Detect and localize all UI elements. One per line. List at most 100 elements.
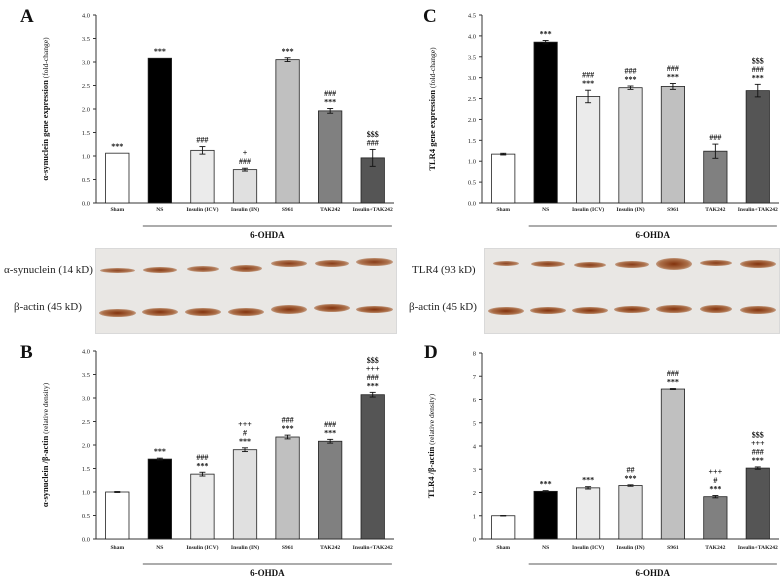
y-tick-label: 3.5 <box>468 54 476 61</box>
y-tick-label: 3.5 <box>82 36 90 43</box>
y-tick-label: 0.0 <box>82 537 90 544</box>
category-label: NS <box>542 207 549 213</box>
y-tick-label: 4.0 <box>82 349 90 356</box>
category-label: Insulin (IN) <box>231 206 259 213</box>
blot-band <box>187 266 220 272</box>
blot-band <box>227 308 265 316</box>
significance-label: $$$ <box>367 356 379 365</box>
chart-panel-d: D 0 1 2 3 4 5 6 7 8 TLR4 /β-actin (relative densit… <box>424 342 779 578</box>
category-label: Insulin (ICV) <box>186 544 218 551</box>
blot-band <box>572 307 608 314</box>
significance-label: ### <box>709 133 721 142</box>
bar-sham <box>105 152 130 204</box>
significance-label: *** <box>752 456 764 465</box>
blot-band <box>574 262 606 268</box>
significance-label: *** <box>111 142 123 151</box>
blot-row-loading-control <box>485 291 779 333</box>
bar-s961 <box>660 86 685 204</box>
blot-row-target <box>485 249 779 291</box>
significance-label: ### <box>282 416 294 425</box>
category-label: Insulin+TAK242 <box>738 207 778 213</box>
blot-band <box>614 306 650 313</box>
significance-label: *** <box>667 73 679 82</box>
y-tick-label: 4.0 <box>82 13 90 20</box>
y-tick-label: 2.0 <box>468 117 476 124</box>
blot-label-beta-actin-left: β-actin (45 kD) <box>14 301 82 313</box>
blot-band <box>656 258 692 270</box>
category-label: TAK242 <box>320 207 340 213</box>
western-blot-left <box>95 248 397 334</box>
y-tick-label: 3.5 <box>82 372 90 379</box>
bar-ns <box>147 458 172 540</box>
bar-tak242 <box>318 110 343 204</box>
blot-band <box>700 260 732 266</box>
y-tick-label: 1.0 <box>82 154 90 161</box>
y-tick-label: 1.5 <box>82 130 90 137</box>
blot-label-alpha-synuclein: α-synuclein (14 kD) <box>4 264 93 276</box>
bar-insulin-in- <box>618 485 643 540</box>
y-tick-label: 0 <box>473 537 476 544</box>
significance-label: +++ <box>751 439 765 448</box>
bar-insulin-tak242 <box>745 467 770 540</box>
significance-label: ### <box>667 64 679 73</box>
bar-sham <box>491 515 516 540</box>
bar-ns <box>147 57 172 204</box>
significance-label: ### <box>196 453 208 462</box>
category-label: Insulin+TAK242 <box>353 545 393 551</box>
significance-label: ### <box>625 67 637 76</box>
y-tick-label: 0.0 <box>468 201 476 208</box>
category-label: Insulin (ICV) <box>186 206 218 213</box>
category-label: NS <box>156 545 163 551</box>
panel-label: D <box>424 342 438 363</box>
significance-label: *** <box>154 447 166 456</box>
bar-ns <box>533 490 558 540</box>
significance-label: *** <box>625 474 637 483</box>
significance-label: $$$ <box>752 430 764 439</box>
blot-band <box>142 308 179 316</box>
significance-label: *** <box>239 437 251 446</box>
blot-band <box>615 261 649 268</box>
blot-label-tlr4: TLR4 (93 kD) <box>412 264 476 276</box>
significance-label: *** <box>282 424 294 433</box>
blot-band <box>530 307 566 314</box>
y-tick-label: 1.5 <box>468 138 476 145</box>
y-axis-title: TLR4 /β-actin (relative density) <box>426 393 436 498</box>
significance-label: # <box>713 476 717 485</box>
category-label: Sham <box>110 545 124 551</box>
bar-sham <box>491 153 516 204</box>
blot-row-target <box>96 249 396 291</box>
category-label: S961 <box>667 207 679 213</box>
bar-tak242 <box>703 496 728 540</box>
y-tick-label: 6 <box>473 397 477 404</box>
significance-label: *** <box>540 29 552 38</box>
category-label: S961 <box>282 545 294 551</box>
significance-label: + <box>243 149 248 158</box>
bar-s961 <box>275 436 300 540</box>
blot-band <box>740 260 776 268</box>
y-tick-label: 2.0 <box>82 443 90 450</box>
significance-label: ### <box>239 157 251 166</box>
y-tick-label: 5 <box>473 420 476 427</box>
y-tick-label: 4.5 <box>468 13 476 20</box>
blot-band <box>493 261 519 266</box>
blot-band <box>100 268 135 273</box>
y-tick-label: 2.5 <box>82 419 90 426</box>
y-tick-label: 3.0 <box>82 396 90 403</box>
chart-panel-b: B 0.0 0.5 1.0 1.5 2.0 2.5 3.0 3.5 4.0 α-synuclein … <box>20 342 394 578</box>
y-axis-title: TLR4 gene expression (fold-change) <box>427 47 437 171</box>
blot-band <box>143 267 178 273</box>
significance-label: ### <box>667 369 679 378</box>
y-tick-label: 2.5 <box>468 96 476 103</box>
blot-band <box>700 305 732 313</box>
blot-band <box>270 305 308 314</box>
significance-label: +++ <box>709 468 723 477</box>
significance-label: ### <box>367 138 379 147</box>
y-tick-label: 1.0 <box>468 159 476 166</box>
y-tick-label: 2.0 <box>82 107 90 114</box>
chart-panel-c: C 0.0 0.5 1.0 1.5 2.0 2.5 3.0 3.5 4.0 4.5 TLR4 gene… <box>423 6 779 240</box>
category-label: TAK242 <box>320 545 340 551</box>
significance-label: ### <box>324 420 336 429</box>
significance-label: +++ <box>366 364 380 373</box>
significance-label: ### <box>324 89 336 98</box>
